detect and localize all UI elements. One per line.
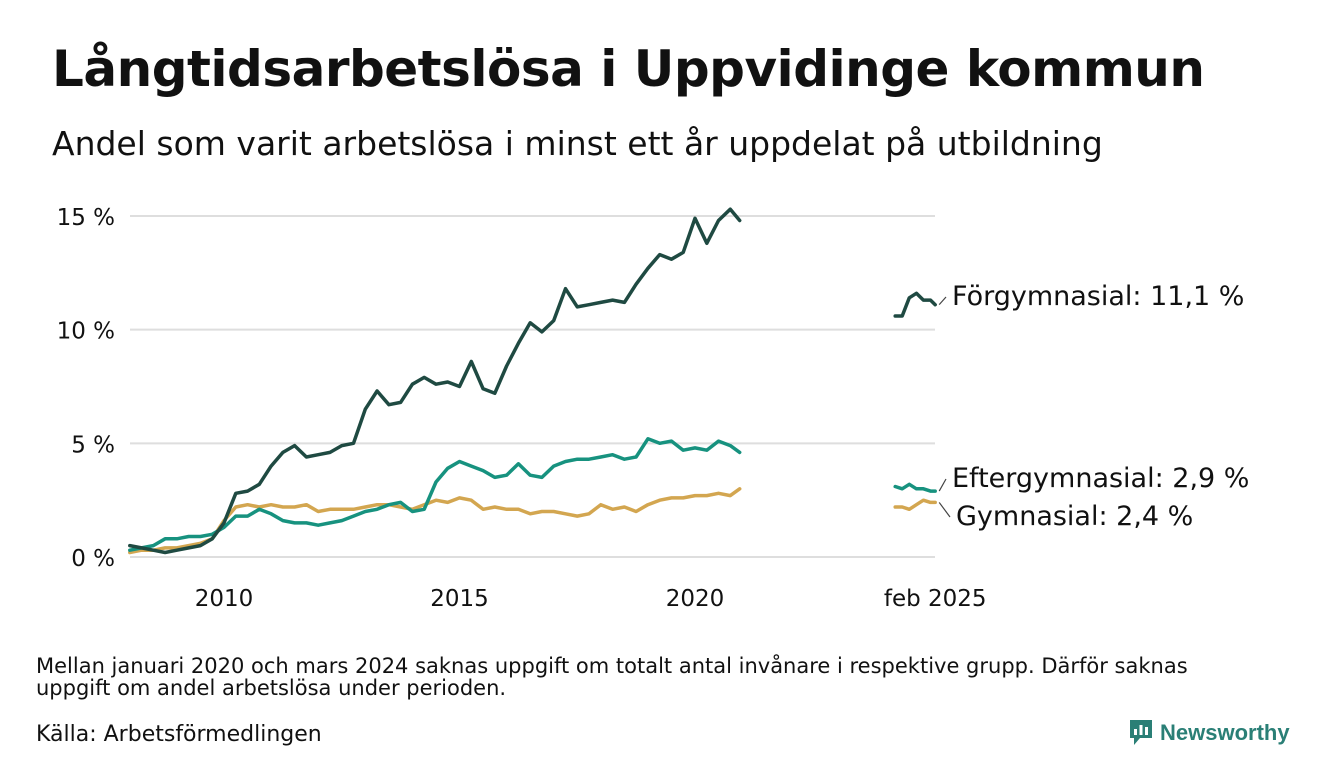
- y-tick-label: 0 %: [71, 546, 115, 572]
- footnote: Mellan januari 2020 och mars 2024 saknas…: [36, 654, 1188, 700]
- series-line-eftergymnasial: [893, 482, 937, 493]
- line-chart: 0 % 5 % 10 % 15 % 2010 2015 2020 feb 2025 Förgym…: [57, 205, 1250, 612]
- y-tick-label: 10 %: [57, 319, 115, 345]
- series-line-gymnasial: [893, 498, 937, 512]
- y-tick-label: 5 %: [71, 432, 115, 458]
- bar-chart-icon: [1130, 720, 1152, 745]
- series-end-label: Förgymnasial: 11,1 %: [952, 281, 1244, 312]
- x-tick-label: feb 2025: [884, 586, 987, 612]
- series-end-label: Eftergymnasial: 2,9 %: [952, 463, 1249, 494]
- series-line-förgymnasial: [128, 207, 742, 555]
- brand-name: Newsworthy: [1160, 720, 1290, 745]
- label-leader: [938, 502, 951, 518]
- series-line-eftergymnasial: [128, 437, 742, 552]
- y-tick-label: 15 %: [57, 205, 115, 231]
- label-leader: [938, 478, 947, 492]
- series-line-förgymnasial: [893, 291, 937, 318]
- newsworthy-logo[interactable]: Newsworthy: [1128, 716, 1290, 750]
- source-text: Källa: Arbetsförmedlingen: [36, 722, 322, 747]
- chart-title: Långtidsarbetslösa i Uppvidinge kommun: [52, 40, 1205, 98]
- chart-subtitle: Andel som varit arbetslösa i minst ett å…: [52, 124, 1103, 163]
- x-tick-label: 2020: [666, 586, 725, 612]
- series-line-gymnasial: [128, 487, 742, 555]
- series-end-label: Gymnasial: 2,4 %: [956, 501, 1193, 532]
- label-leader: [938, 296, 947, 306]
- x-tick-label: 2015: [430, 586, 489, 612]
- x-tick-label: 2010: [195, 586, 254, 612]
